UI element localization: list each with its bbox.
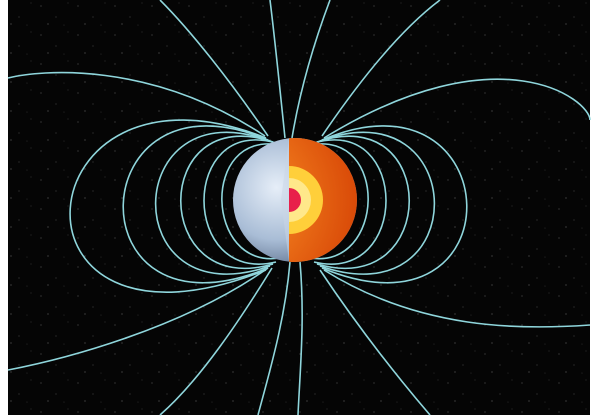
earth-cutaway	[233, 138, 357, 262]
field-lines	[7, 0, 591, 416]
